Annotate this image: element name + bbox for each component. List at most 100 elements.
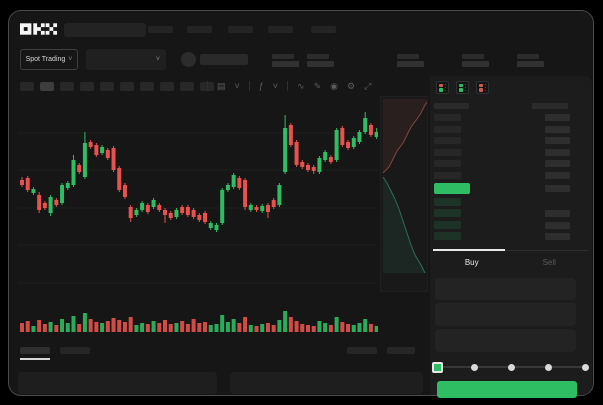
line-tool-icon[interactable]: ∿ (297, 80, 305, 91)
slider-stop[interactable] (582, 364, 589, 371)
ask-row-amount (545, 114, 570, 121)
candle-body (265, 205, 270, 212)
stat-label-placeholder (307, 54, 329, 59)
volume-bar (283, 311, 288, 332)
candle-body (283, 128, 288, 172)
timeframe-button[interactable] (80, 82, 94, 91)
volume-bar (60, 319, 65, 332)
candle-body (351, 138, 356, 147)
slider-handle[interactable] (432, 362, 443, 373)
amount-percent-slider[interactable] (432, 360, 589, 374)
chart-type-icon[interactable]: ▤ (217, 80, 226, 91)
ask-row-price[interactable] (434, 125, 461, 133)
timeframe-button[interactable] (140, 82, 154, 91)
candle-body (288, 125, 293, 145)
candle-body (71, 160, 76, 185)
candle-body (185, 207, 190, 215)
volume-bar (374, 326, 378, 332)
bids-book-icon[interactable] (456, 81, 469, 94)
history-panel-placeholder (230, 372, 423, 394)
bottom-action-placeholder[interactable] (347, 347, 377, 354)
ask-row-price[interactable] (434, 148, 461, 156)
snapshot-icon[interactable]: ◉ (330, 80, 339, 91)
candle-body (334, 130, 339, 160)
candle-body (122, 185, 127, 197)
buy-submit-button[interactable] (437, 381, 577, 398)
bid-row-amount (545, 232, 570, 240)
volume-bar (197, 323, 202, 332)
draw-tool-icon[interactable]: ✎ (313, 80, 322, 91)
total-input[interactable] (435, 329, 576, 352)
tab-buy[interactable]: Buy (464, 258, 479, 267)
stat-value-placeholder (517, 61, 544, 67)
price-input[interactable] (435, 278, 576, 300)
volume-bar (157, 323, 162, 332)
volume-bar (254, 326, 259, 332)
volume-bar (351, 325, 356, 332)
slider-stop[interactable] (545, 364, 552, 371)
candle-body (128, 207, 133, 218)
indicators-icon[interactable]: ƒ (258, 81, 264, 91)
nav-item-placeholder[interactable] (268, 26, 293, 33)
bid-row-amount (545, 210, 570, 218)
ask-row-price[interactable] (434, 160, 461, 168)
slider-stop[interactable] (508, 364, 515, 371)
candle-body (214, 225, 219, 230)
bottom-tab[interactable] (60, 347, 90, 354)
bid-row-price[interactable] (434, 231, 461, 240)
candle-body (168, 213, 173, 218)
pair-selector-dropdown[interactable]: ˅ (86, 49, 166, 70)
ask-row-price[interactable] (434, 114, 461, 121)
ask-row-price[interactable] (434, 172, 461, 179)
amount-input[interactable] (435, 303, 576, 326)
bid-row-price[interactable] (434, 209, 461, 218)
volume-bar (357, 323, 362, 332)
ask-row-price[interactable] (434, 137, 461, 145)
combined-book-icon[interactable] (436, 81, 449, 94)
timeframe-button[interactable] (60, 82, 74, 91)
candle-body (203, 213, 208, 222)
asks-book-icon[interactable] (476, 81, 489, 94)
fullscreen-icon[interactable]: ⤢ (364, 80, 372, 91)
slider-stop[interactable] (471, 364, 478, 371)
volume-bar (265, 323, 270, 332)
timeframe-button[interactable] (100, 82, 114, 91)
bottom-action-placeholder[interactable] (387, 347, 415, 354)
candle-body (317, 158, 322, 172)
timeframe-button[interactable] (40, 82, 54, 91)
bid-row-price[interactable] (434, 198, 461, 206)
nav-item-placeholder[interactable] (148, 26, 173, 33)
timeframe-button[interactable] (180, 82, 194, 91)
volume-bar (140, 323, 145, 332)
timeframe-button[interactable] (120, 82, 134, 91)
candle-body (300, 162, 305, 167)
depth-panel (380, 96, 428, 292)
volume-bar (122, 322, 127, 332)
timeframe-button[interactable] (20, 82, 34, 91)
timeframe-button[interactable] (160, 82, 174, 91)
volume-bar (42, 324, 47, 332)
chevron-down-icon[interactable]: ˅ (272, 81, 279, 91)
volume-bar (340, 322, 345, 332)
bid-row-price[interactable] (434, 220, 461, 229)
price-chart[interactable] (18, 100, 378, 340)
stat-value-placeholder (397, 61, 424, 67)
orderbook-header-amount (532, 103, 568, 109)
settings-icon[interactable]: ⚙ (347, 80, 356, 91)
chevron-down-icon[interactable]: ˅ (234, 81, 240, 91)
bottom-tab-indicator (20, 358, 50, 360)
volume-bar (37, 320, 42, 332)
last-price-badge (434, 183, 470, 194)
candle-body (311, 167, 316, 171)
candle-body (77, 165, 82, 172)
market-type-dropdown[interactable]: Spot Trading ˅ (20, 49, 78, 70)
search-input[interactable] (64, 23, 146, 37)
nav-item-placeholder[interactable] (311, 26, 336, 33)
candle-body (260, 206, 265, 211)
nav-item-placeholder[interactable] (228, 26, 253, 33)
bottom-tab-active[interactable] (20, 347, 50, 354)
nav-item-placeholder[interactable] (187, 26, 212, 33)
candle-body (328, 157, 333, 162)
volume-bar (248, 325, 253, 332)
tab-sell[interactable]: Sell (542, 258, 556, 267)
